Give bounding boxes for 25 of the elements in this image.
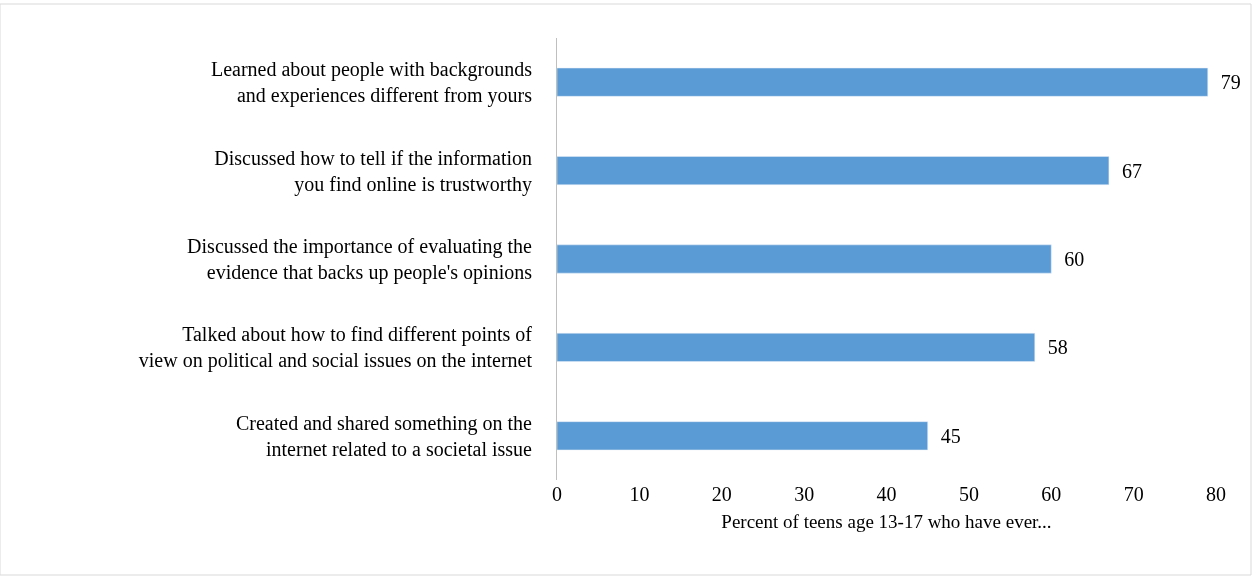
y-tick-label: Discussed the importance of evaluating the evidence that backs up people's opinions	[187, 235, 533, 284]
y-tick-label: Learned about people with backgrounds and experiences different from yours	[210, 58, 533, 108]
x-tick-label: 70	[1123, 483, 1144, 505]
x-tick-label: 50	[958, 483, 979, 505]
data-label: 58	[1037, 336, 1068, 359]
data-label: 67	[1111, 159, 1142, 182]
y-tick-label: Discussed how to tell if the information you find online is trustworthy	[214, 146, 532, 196]
x-tick-label: 60	[1041, 483, 1062, 505]
y-tick-label: Talked about how to find different points of view on political and social issues on the internet	[138, 323, 533, 373]
bar	[557, 333, 1036, 362]
x-tick-label: 0	[552, 483, 562, 505]
x-tick-label: 40	[876, 483, 897, 505]
bar	[557, 67, 1209, 97]
data-label: 45	[930, 424, 961, 447]
bar	[557, 244, 1052, 274]
bar	[557, 421, 928, 451]
x-tick-label: 30	[794, 483, 815, 505]
x-axis-title: Percent of teens age 13-17 who have ever...	[721, 510, 1052, 532]
bar	[557, 156, 1110, 185]
y-tick-label: Created and shared something on the internet related to a societal issue	[235, 411, 533, 460]
data-label: 60	[1054, 248, 1085, 270]
data-label: 79	[1210, 71, 1241, 94]
x-tick-label: 20	[711, 483, 732, 505]
x-tick-label: 80	[1206, 483, 1226, 505]
x-tick-label: 10	[629, 483, 650, 505]
